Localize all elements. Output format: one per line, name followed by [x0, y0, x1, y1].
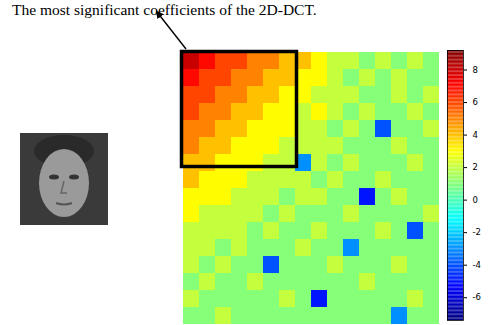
svg-text:2: 2 [473, 162, 478, 172]
svg-text:6: 6 [473, 97, 478, 107]
svg-text:-2: -2 [473, 227, 481, 237]
svg-text:-4: -4 [473, 260, 481, 270]
svg-text:4: 4 [473, 130, 478, 140]
svg-text:8: 8 [473, 65, 478, 75]
html-text:The most significant coefficie: The most significant coefficients of the… [12, 1, 317, 18]
svg-text:-6: -6 [473, 292, 481, 302]
svg-text:0: 0 [473, 195, 478, 205]
